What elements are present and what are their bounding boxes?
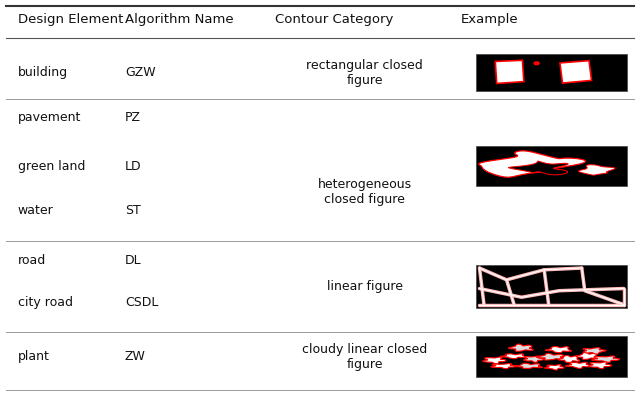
Polygon shape [583,348,606,354]
Text: CSDL: CSDL [125,296,158,310]
Polygon shape [579,165,615,175]
Text: DL: DL [125,254,141,267]
Text: plant: plant [18,350,50,364]
Text: Contour Category: Contour Category [275,13,394,27]
Polygon shape [495,60,524,83]
Text: green land: green land [18,159,85,173]
Polygon shape [508,161,568,175]
Text: heterogeneous
closed figure: heterogeneous closed figure [317,178,412,206]
Text: linear figure: linear figure [327,280,403,293]
Text: road: road [18,254,46,267]
Text: Algorithm Name: Algorithm Name [125,13,234,27]
Bar [476,265,627,308]
Bar [476,336,627,378]
Text: rectangular closed
figure: rectangular closed figure [307,59,423,87]
Polygon shape [565,362,591,369]
Text: ST: ST [125,204,141,217]
Polygon shape [491,364,517,369]
Polygon shape [508,344,534,351]
Bar [476,146,627,186]
Text: building: building [18,66,68,79]
Text: Design Element: Design Element [18,13,124,27]
Bar [476,54,627,91]
Polygon shape [500,354,527,359]
Circle shape [533,61,540,66]
Text: GZW: GZW [125,66,156,79]
Polygon shape [514,363,543,369]
Text: water: water [18,204,54,217]
Text: city road: city road [18,296,73,310]
Polygon shape [483,357,506,364]
Polygon shape [479,151,586,177]
Polygon shape [576,352,598,359]
Polygon shape [588,362,611,369]
Text: LD: LD [125,159,141,173]
Polygon shape [524,356,544,362]
Text: PZ: PZ [125,110,141,124]
Text: Example: Example [461,13,518,27]
Polygon shape [536,353,565,360]
Polygon shape [591,356,620,362]
Polygon shape [545,347,572,353]
Polygon shape [560,61,591,83]
Text: ZW: ZW [125,350,146,364]
Text: pavement: pavement [18,110,81,124]
Text: cloudy linear closed
figure: cloudy linear closed figure [302,343,428,371]
Polygon shape [558,355,580,362]
Polygon shape [545,365,564,370]
